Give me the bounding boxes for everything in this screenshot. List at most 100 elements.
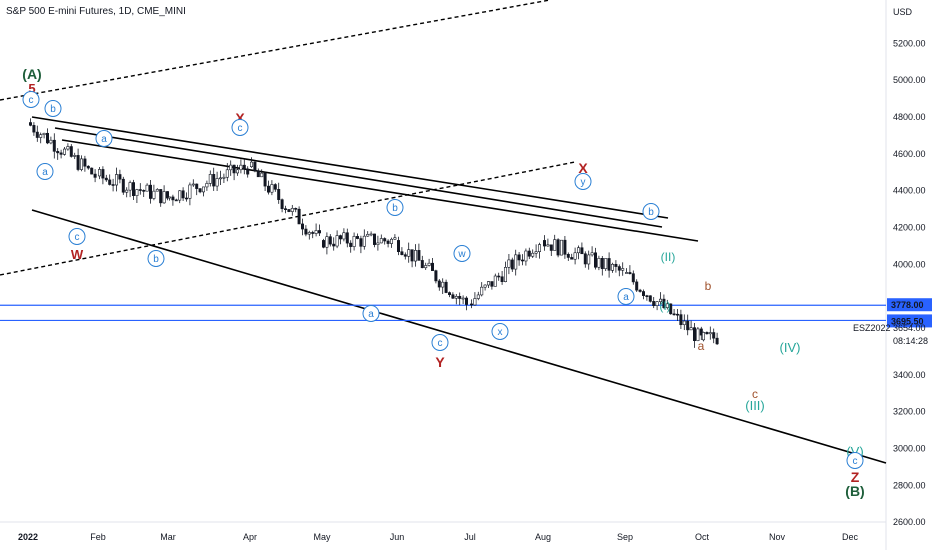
wave-label: (IV) <box>780 340 801 355</box>
x-tick-label: Jun <box>390 532 405 542</box>
candle-body <box>696 328 700 341</box>
candle-body <box>699 328 703 336</box>
candle-body <box>420 260 424 269</box>
candle-body <box>171 196 175 201</box>
y-tick-label: 4000.00 <box>893 259 926 269</box>
wave-label: c <box>238 123 243 134</box>
wave-label: b <box>705 279 712 293</box>
candle-body <box>614 263 618 267</box>
candle-body <box>198 188 202 193</box>
wave-label: X <box>578 160 588 176</box>
candle-body <box>338 235 342 240</box>
wave-label-circle <box>431 334 449 351</box>
candle-body <box>90 167 94 175</box>
candle-body <box>300 223 304 230</box>
candle-body <box>73 155 77 157</box>
candle-body <box>152 190 156 199</box>
candle-body <box>232 164 236 174</box>
wave-label: Y <box>435 354 445 370</box>
candle-body <box>149 184 153 199</box>
price-level-tag <box>887 298 932 312</box>
wave-label: c <box>752 387 758 401</box>
candle-body <box>325 236 329 248</box>
candle-body <box>641 291 645 296</box>
candle-body <box>679 314 683 326</box>
candle-body <box>520 259 524 262</box>
candle-body <box>454 296 458 299</box>
candle-body <box>490 281 494 287</box>
candle-body <box>486 281 490 286</box>
y-tick-label: 3000.00 <box>893 444 926 454</box>
candle-body <box>345 232 349 244</box>
candle-body <box>311 232 315 234</box>
candle-body <box>76 155 80 170</box>
candle-body <box>576 247 580 254</box>
wave-label-circle <box>95 130 113 147</box>
candle-body <box>266 185 270 193</box>
candle-body <box>556 239 560 256</box>
candle-body <box>444 281 448 293</box>
candle-body <box>212 174 216 187</box>
candle-body <box>689 327 693 331</box>
wave-label-circle <box>36 163 54 180</box>
candle-body <box>314 230 318 234</box>
wave-label-circle <box>362 305 380 322</box>
upper-channel-line-2 <box>54 127 663 228</box>
candle-body <box>166 191 170 199</box>
candle-body <box>328 236 332 245</box>
candle-body <box>458 296 462 299</box>
candle-body <box>396 240 400 253</box>
candle-body <box>352 236 356 247</box>
bar-countdown: 08:14:28 <box>893 336 928 346</box>
candle-body <box>83 158 87 167</box>
wave-label: (B) <box>845 483 864 499</box>
candle-body <box>563 239 567 255</box>
candle-body <box>332 243 336 247</box>
candle-body <box>132 182 136 196</box>
candle-body <box>617 266 621 271</box>
candle-body <box>662 298 666 308</box>
candle-body <box>570 257 574 260</box>
wave-label-circle <box>231 119 249 136</box>
candle-body <box>263 172 267 187</box>
wave-label: x <box>498 327 503 338</box>
last-price-value: 3654.00 <box>893 323 926 333</box>
candle-body <box>195 183 199 189</box>
candle-body <box>138 189 142 191</box>
candle-body <box>517 254 521 261</box>
candle-body <box>701 332 705 341</box>
x-tick-label: May <box>313 532 331 542</box>
wave-label-circle <box>44 100 62 117</box>
candle-body <box>621 268 625 271</box>
upper-dashed-channel <box>0 0 551 101</box>
candle-body <box>559 239 563 256</box>
candle-body <box>437 280 441 288</box>
candle-body <box>503 267 507 282</box>
candle-body <box>510 259 514 270</box>
candle-body <box>178 190 182 201</box>
candle-body <box>549 244 553 251</box>
candle-body <box>111 184 115 186</box>
candle-body <box>362 235 366 247</box>
upper-channel-line-3 <box>61 139 699 242</box>
y-tick-label: 3200.00 <box>893 407 926 417</box>
candle-body <box>665 303 669 308</box>
y-tick-label: 3400.00 <box>893 370 926 380</box>
y-tick-label: 5000.00 <box>893 75 926 85</box>
candle-body <box>355 236 359 239</box>
candle-body <box>121 178 125 193</box>
candle-body <box>583 253 587 265</box>
candle-body <box>128 182 132 191</box>
wave-label-circle <box>386 199 404 216</box>
candle-body <box>98 169 102 177</box>
candle-body <box>277 189 281 200</box>
candle-body <box>287 209 291 212</box>
y-tick-label: 4200.00 <box>893 223 926 233</box>
candle-body <box>635 281 639 291</box>
candle-body <box>604 258 608 270</box>
candle-body <box>290 208 294 212</box>
candle-body <box>335 235 339 247</box>
wave-label: Z <box>851 469 860 485</box>
wave-label: b <box>153 254 159 265</box>
